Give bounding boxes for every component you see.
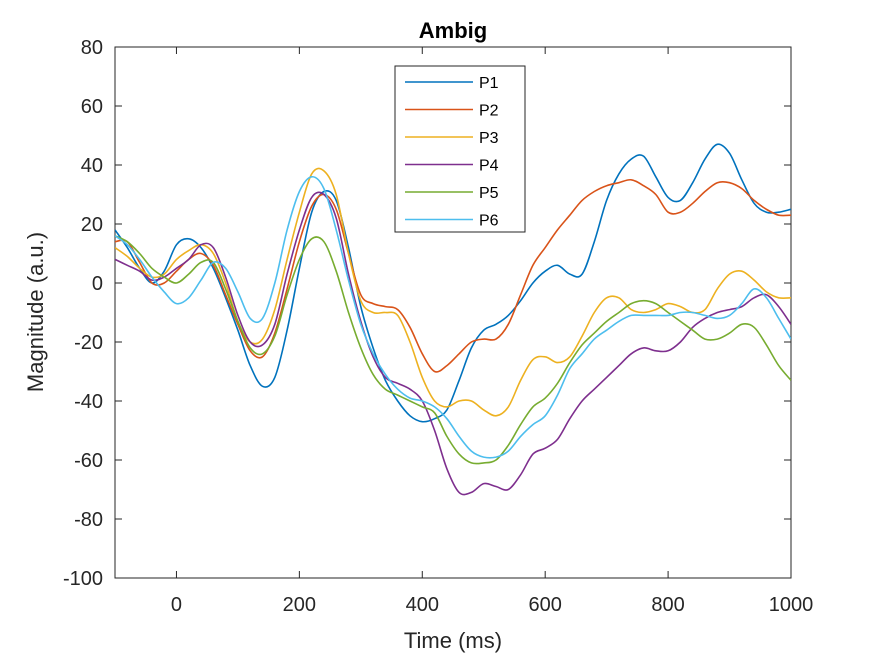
y-axis-label: Magnitude (a.u.) [23, 232, 48, 392]
legend-box [394, 65, 526, 233]
x-tick-label: 800 [651, 594, 684, 616]
y-tick-label: -60 [74, 450, 103, 472]
y-tick-label: 80 [81, 37, 103, 59]
series-line-p2 [115, 178, 791, 373]
y-tick-label: -100 [63, 568, 103, 590]
x-tick-label: 0 [171, 594, 182, 616]
y-tick-label: 0 [92, 273, 103, 295]
legend-label: P1 [479, 75, 499, 92]
y-tick-label: -40 [74, 391, 103, 413]
x-axis-label: Time (ms) [404, 628, 502, 653]
series-line-p4 [115, 191, 791, 496]
y-tick-label: 20 [81, 214, 103, 236]
plot-area [114, 46, 792, 579]
y-tick-label: 60 [81, 96, 103, 118]
legend: P1 P2 P3 P4 P5 P6 [394, 65, 526, 233]
x-tick-label: 1000 [769, 594, 814, 616]
y-tick-label: -20 [74, 332, 103, 354]
y-tick-label: 40 [81, 155, 103, 177]
legend-label: P3 [479, 130, 499, 147]
legend-label: P4 [479, 158, 499, 175]
series-line-p5 [115, 235, 791, 465]
series-line-p6 [115, 175, 791, 459]
y-tick-label: -80 [74, 509, 103, 531]
legend-label: P5 [479, 185, 499, 202]
series-line-p3 [115, 167, 791, 417]
x-tick-label: 400 [406, 594, 439, 616]
legend-label: P6 [479, 213, 499, 230]
series-line-p1 [115, 143, 791, 423]
x-tick-label: 600 [528, 594, 561, 616]
legend-label: P2 [479, 103, 499, 120]
x-tick-label: 200 [283, 594, 316, 616]
chart-title: Ambig [419, 18, 487, 43]
